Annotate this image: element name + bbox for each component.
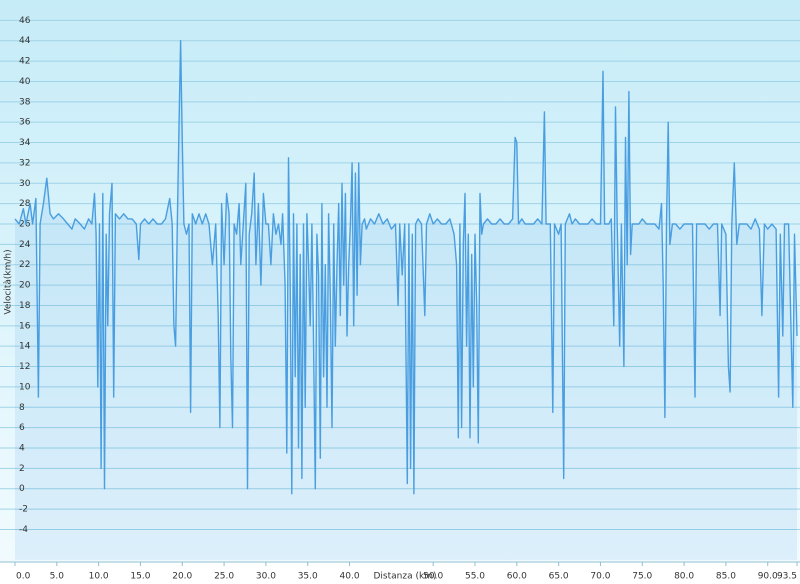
y-tick-label: 18: [19, 301, 31, 311]
x-axis-label: Distanza (km): [374, 572, 437, 582]
y-tick-label: 0: [19, 484, 25, 494]
x-tick-label: 5.0: [50, 572, 65, 582]
y-tick-label: 42: [19, 57, 30, 67]
y-axis-label: Velocità(km/h): [4, 249, 14, 314]
x-tick-label: 90.0: [758, 572, 778, 582]
x-tick-label: 15.0: [130, 572, 150, 582]
y-tick-label: 26: [19, 220, 31, 230]
y-tick-label: 10: [19, 382, 31, 392]
x-tick-label: 93.5: [777, 572, 797, 582]
x-tick-label: 75.0: [632, 572, 652, 582]
y-tick-label: -4: [19, 525, 28, 535]
x-tick-label: 20.0: [172, 572, 192, 582]
y-tick-label: 4: [19, 444, 25, 454]
x-tick-label: 0.0: [16, 572, 31, 582]
y-tick-label: 40: [19, 77, 31, 87]
x-tick-label: 35.0: [298, 572, 318, 582]
x-tick-label: 70.0: [590, 572, 610, 582]
x-tick-label: 55.0: [465, 572, 485, 582]
y-tick-label: 34: [19, 138, 31, 148]
x-tick-label: 80.0: [674, 572, 694, 582]
y-tick-label: 38: [19, 97, 31, 107]
line: [14, 40, 798, 495]
y-tick-label: 28: [19, 199, 31, 209]
y-tick-label: 8: [19, 403, 25, 413]
y-tick-label: 24: [19, 240, 31, 250]
y-tick-label: 46: [19, 16, 31, 26]
x-tick-label: 40.0: [340, 572, 360, 582]
y-tick-label: 20: [19, 281, 31, 291]
y-tick-label: 36: [19, 118, 31, 128]
y-tick-label: -2: [19, 505, 28, 515]
x-tick-label: 85.0: [716, 572, 736, 582]
x-tick-label: 10.0: [89, 572, 109, 582]
x-tick-label: 30.0: [256, 572, 276, 582]
x-tick-label: 65.0: [549, 572, 569, 582]
y-tick-label: 12: [19, 362, 30, 372]
x-tick-label: 60.0: [507, 572, 527, 582]
y-tick-label: 44: [19, 36, 31, 46]
x-tick-label: 25.0: [214, 572, 234, 582]
y-tick-label: 16: [19, 321, 31, 331]
y-tick-label: 30: [19, 179, 31, 189]
x-tick-label: 50.0: [423, 572, 443, 582]
y-tick-label: 2: [19, 464, 25, 474]
y-tick-label: 32: [19, 158, 30, 168]
y-tick-label: 6: [19, 423, 25, 433]
y-tick-label: 14: [19, 342, 31, 352]
y-tick-label: 22: [19, 260, 30, 270]
